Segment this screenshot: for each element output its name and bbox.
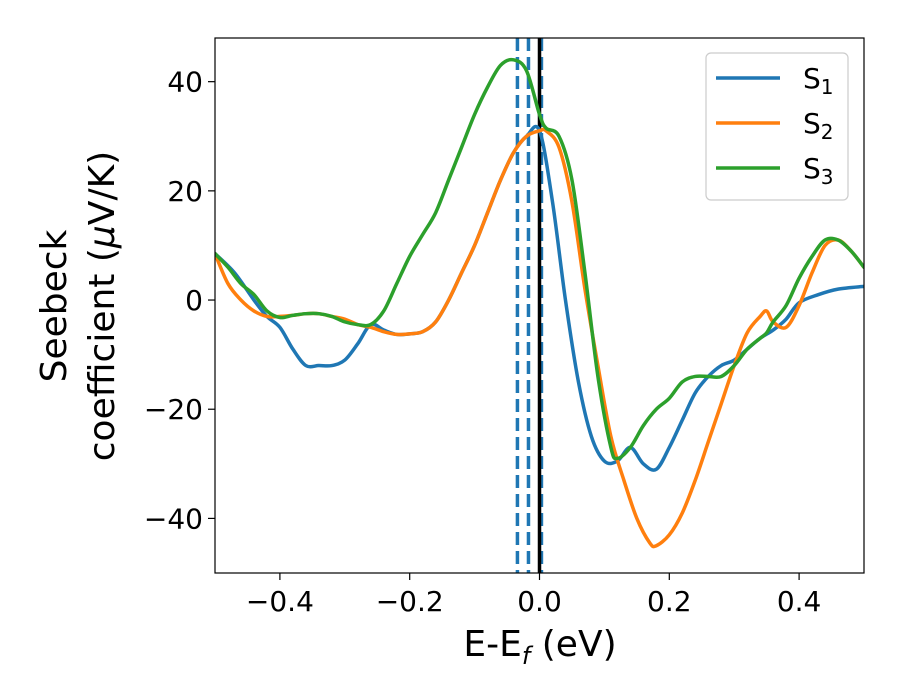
legend-box bbox=[705, 52, 849, 201]
y-axis-label-unit: V/K) bbox=[82, 151, 123, 225]
legend-label-main: S bbox=[803, 62, 821, 95]
series-line-s1 bbox=[215, 124, 864, 472]
series-line-s3 bbox=[215, 57, 864, 461]
y-tick-label: 40 bbox=[167, 66, 203, 99]
y-tick-label: 20 bbox=[167, 175, 203, 208]
legend-label-main: S bbox=[803, 152, 821, 185]
x-tick-label: −0.4 bbox=[246, 585, 314, 618]
x-tick-label: 0.2 bbox=[647, 585, 692, 618]
legend-label-main: S bbox=[803, 107, 821, 140]
y-tick-label: −40 bbox=[144, 502, 203, 535]
x-axis-label-main: E-E bbox=[463, 624, 521, 665]
legend-label-s1: S1 bbox=[803, 62, 834, 99]
y-axis-ticks: −40 −20 0 20 40 bbox=[144, 66, 215, 535]
y-axis-label-line2-text: coefficient ( bbox=[82, 248, 123, 461]
y-axis-label-mu: μ bbox=[82, 225, 123, 249]
x-tick-label: 0.4 bbox=[777, 585, 822, 618]
y-axis-label-line1: Seebeck bbox=[34, 229, 75, 382]
legend-label-s3: S3 bbox=[803, 152, 834, 189]
legend-label-subscript: 1 bbox=[821, 75, 834, 99]
y-tick-label: 0 bbox=[185, 284, 203, 317]
y-axis-label-line2: coefficient (μV/K) bbox=[82, 151, 123, 461]
x-axis-ticks: −0.4 −0.2 0.0 0.2 0.4 bbox=[246, 573, 821, 618]
x-tick-label: 0.0 bbox=[517, 585, 562, 618]
legend-label-subscript: 2 bbox=[821, 120, 834, 144]
series-lines bbox=[215, 57, 864, 549]
x-axis-label-unit: (eV) bbox=[530, 624, 616, 665]
x-axis-label: E-Ef (eV) bbox=[463, 624, 616, 670]
x-tick-label: −0.2 bbox=[376, 585, 444, 618]
y-tick-label: −20 bbox=[144, 393, 203, 426]
legend-label-subscript: 3 bbox=[821, 165, 834, 189]
legend-label-s2: S2 bbox=[803, 107, 834, 144]
y-axis-label-line1-text: Seebeck bbox=[34, 229, 75, 382]
